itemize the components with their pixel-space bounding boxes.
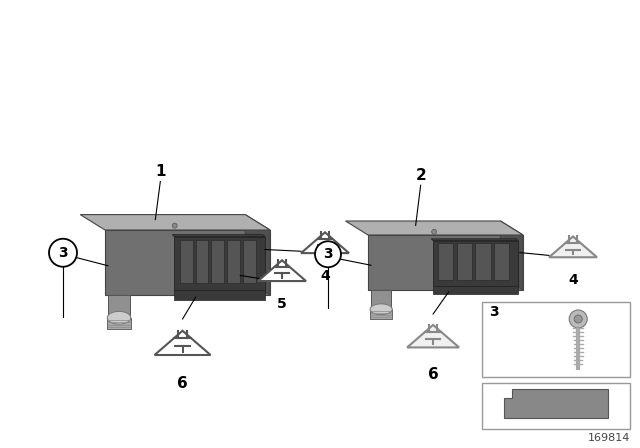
- Polygon shape: [438, 243, 453, 280]
- Text: 4: 4: [320, 269, 330, 283]
- Text: 3: 3: [58, 246, 68, 260]
- Polygon shape: [457, 243, 472, 280]
- Circle shape: [574, 315, 582, 323]
- Polygon shape: [407, 325, 459, 348]
- Polygon shape: [431, 239, 518, 241]
- Polygon shape: [549, 237, 597, 257]
- Polygon shape: [154, 331, 211, 355]
- Polygon shape: [504, 389, 608, 418]
- Polygon shape: [172, 235, 265, 237]
- Polygon shape: [245, 215, 270, 295]
- Text: 1: 1: [155, 164, 166, 179]
- Circle shape: [172, 223, 177, 228]
- Polygon shape: [258, 260, 306, 281]
- Polygon shape: [433, 286, 518, 294]
- Text: 4: 4: [568, 273, 578, 288]
- Polygon shape: [243, 240, 256, 284]
- Polygon shape: [227, 240, 240, 284]
- Polygon shape: [108, 318, 131, 329]
- Polygon shape: [476, 243, 490, 280]
- Text: 169814: 169814: [588, 433, 630, 443]
- Polygon shape: [196, 240, 209, 284]
- Text: 6: 6: [428, 366, 438, 382]
- Polygon shape: [494, 243, 509, 280]
- Circle shape: [569, 310, 588, 328]
- Polygon shape: [301, 233, 349, 253]
- Polygon shape: [371, 290, 391, 309]
- Polygon shape: [368, 235, 523, 290]
- Text: 5: 5: [277, 297, 287, 311]
- Polygon shape: [370, 309, 392, 319]
- Polygon shape: [433, 241, 518, 286]
- FancyBboxPatch shape: [482, 383, 630, 429]
- Polygon shape: [105, 230, 270, 295]
- Text: 6: 6: [177, 375, 188, 391]
- Polygon shape: [80, 215, 270, 230]
- Circle shape: [431, 229, 436, 234]
- Polygon shape: [174, 237, 265, 290]
- Text: 2: 2: [415, 168, 426, 183]
- FancyBboxPatch shape: [482, 302, 630, 377]
- Polygon shape: [174, 290, 265, 300]
- Text: 3: 3: [489, 305, 499, 319]
- Circle shape: [49, 239, 77, 267]
- Polygon shape: [211, 240, 224, 284]
- Polygon shape: [370, 304, 392, 314]
- Text: 3: 3: [323, 247, 333, 261]
- Polygon shape: [346, 221, 523, 235]
- Polygon shape: [108, 311, 131, 324]
- Polygon shape: [180, 240, 193, 284]
- Polygon shape: [108, 295, 130, 318]
- Polygon shape: [500, 221, 523, 290]
- Circle shape: [315, 241, 341, 267]
